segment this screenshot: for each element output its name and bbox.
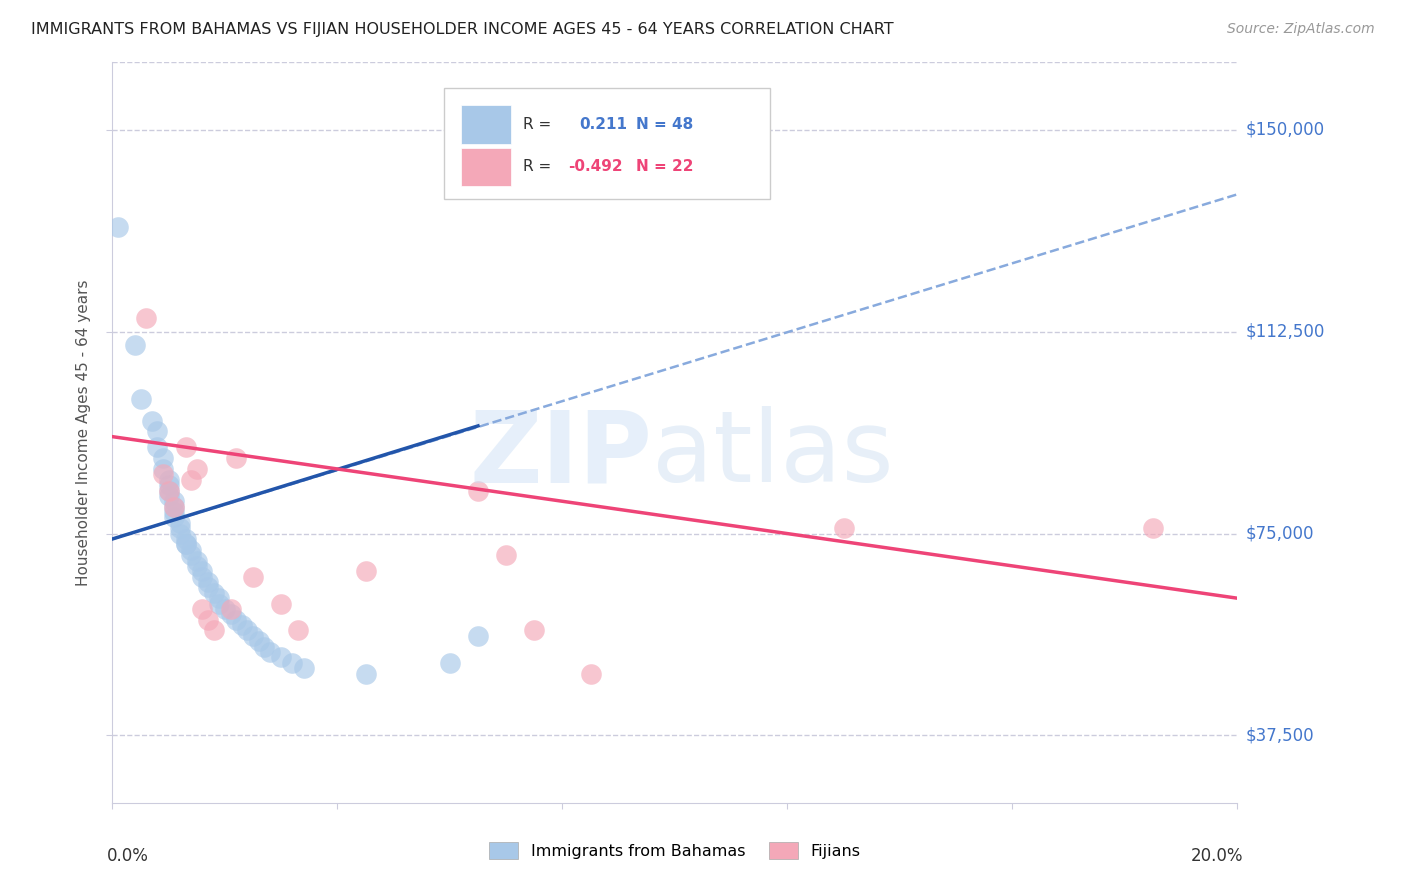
- Point: [281, 656, 304, 670]
- Point: [174, 537, 197, 551]
- Point: [242, 569, 264, 583]
- Point: [169, 521, 191, 535]
- Legend: Immigrants from Bahamas, Fijians: Immigrants from Bahamas, Fijians: [482, 836, 868, 865]
- Text: $75,000: $75,000: [1246, 524, 1315, 542]
- Point: [439, 656, 461, 670]
- Point: [208, 591, 231, 606]
- Text: $37,500: $37,500: [1246, 726, 1315, 745]
- Point: [141, 413, 163, 427]
- Point: [186, 553, 208, 567]
- Text: R =: R =: [523, 117, 551, 132]
- Point: [197, 613, 219, 627]
- Point: [146, 441, 169, 455]
- Point: [247, 634, 270, 648]
- Point: [467, 629, 489, 643]
- Point: [186, 558, 208, 573]
- Point: [152, 467, 174, 482]
- Text: R =: R =: [523, 160, 551, 174]
- Point: [236, 624, 259, 638]
- Text: $112,500: $112,500: [1246, 323, 1324, 341]
- Point: [231, 618, 253, 632]
- Point: [124, 338, 146, 352]
- Point: [197, 575, 219, 590]
- Point: [214, 602, 236, 616]
- Point: [180, 548, 202, 562]
- Point: [219, 607, 242, 622]
- Point: [129, 392, 152, 406]
- Point: [169, 526, 191, 541]
- Y-axis label: Householder Income Ages 45 - 64 years: Householder Income Ages 45 - 64 years: [76, 279, 91, 586]
- Text: Source: ZipAtlas.com: Source: ZipAtlas.com: [1227, 22, 1375, 37]
- Text: 20.0%: 20.0%: [1191, 847, 1243, 865]
- Point: [163, 500, 186, 514]
- Point: [191, 602, 214, 616]
- Point: [163, 505, 186, 519]
- Point: [242, 629, 264, 643]
- Point: [191, 564, 214, 578]
- Point: [174, 441, 197, 455]
- Point: [832, 521, 855, 535]
- Text: IMMIGRANTS FROM BAHAMAS VS FIJIAN HOUSEHOLDER INCOME AGES 45 - 64 YEARS CORRELAT: IMMIGRANTS FROM BAHAMAS VS FIJIAN HOUSEH…: [31, 22, 894, 37]
- FancyBboxPatch shape: [461, 147, 510, 186]
- FancyBboxPatch shape: [444, 88, 770, 200]
- Text: 0.0%: 0.0%: [107, 847, 149, 865]
- Point: [495, 548, 517, 562]
- Point: [157, 483, 180, 498]
- Point: [180, 473, 202, 487]
- Point: [225, 613, 247, 627]
- Point: [202, 624, 225, 638]
- Point: [174, 532, 197, 546]
- Point: [270, 650, 292, 665]
- Point: [163, 500, 186, 514]
- Point: [180, 542, 202, 557]
- Point: [174, 537, 197, 551]
- Text: N = 22: N = 22: [636, 160, 693, 174]
- Point: [270, 597, 292, 611]
- Point: [292, 661, 315, 675]
- Point: [157, 489, 180, 503]
- Point: [163, 494, 186, 508]
- Text: $150,000: $150,000: [1246, 120, 1324, 139]
- FancyBboxPatch shape: [461, 105, 510, 144]
- Point: [152, 451, 174, 466]
- Point: [523, 624, 546, 638]
- Point: [169, 516, 191, 530]
- Point: [191, 569, 214, 583]
- Point: [467, 483, 489, 498]
- Point: [157, 483, 180, 498]
- Point: [163, 510, 186, 524]
- Text: 0.211: 0.211: [579, 117, 627, 132]
- Point: [186, 462, 208, 476]
- Point: [157, 478, 180, 492]
- Text: ZIP: ZIP: [470, 407, 652, 503]
- Point: [219, 602, 242, 616]
- Text: N = 48: N = 48: [636, 117, 693, 132]
- Point: [202, 586, 225, 600]
- Point: [253, 640, 276, 654]
- Point: [354, 564, 377, 578]
- Text: -0.492: -0.492: [568, 160, 623, 174]
- Point: [287, 624, 309, 638]
- Point: [579, 666, 602, 681]
- Text: atlas: atlas: [652, 407, 894, 503]
- Point: [354, 666, 377, 681]
- Point: [208, 597, 231, 611]
- Point: [135, 311, 157, 326]
- Point: [107, 219, 129, 234]
- Point: [157, 473, 180, 487]
- Point: [259, 645, 281, 659]
- Point: [1142, 521, 1164, 535]
- Point: [152, 462, 174, 476]
- Point: [197, 581, 219, 595]
- Point: [146, 424, 169, 438]
- Point: [225, 451, 247, 466]
